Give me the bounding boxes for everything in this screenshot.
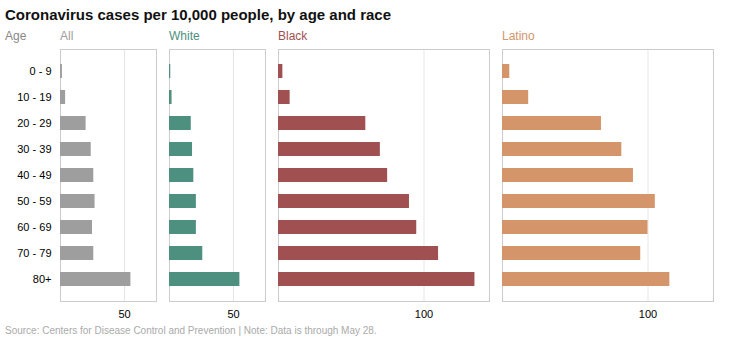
svg-text:60 - 69: 60 - 69: [17, 221, 51, 233]
html-text:White: White: [169, 29, 200, 43]
svg-text:100: 100: [639, 308, 657, 320]
html-text:Age: Age: [5, 29, 27, 43]
svg-text:50: 50: [227, 308, 239, 320]
html-text:Latino: Latino: [502, 29, 535, 43]
svg-text:0 - 9: 0 - 9: [29, 65, 51, 77]
html-text:All: All: [60, 29, 74, 43]
html-text:Coronavirus cases per 10,000 p: Coronavirus cases per 10,000 people, by …: [5, 6, 391, 23]
svg-text:70 - 79: 70 - 79: [17, 247, 51, 259]
html-text:Black: Black: [278, 29, 308, 43]
svg-text:80+: 80+: [33, 273, 52, 285]
svg-text:40 - 49: 40 - 49: [17, 169, 51, 181]
svg-text:50: 50: [118, 308, 130, 320]
svg-text:20 - 29: 20 - 29: [17, 117, 51, 129]
svg-text:100: 100: [415, 308, 433, 320]
html-text:Source: Centers for Disease Co: Source: Centers for Disease Control and …: [5, 325, 377, 336]
svg-text:50 - 59: 50 - 59: [17, 195, 51, 207]
svg-text:10 - 19: 10 - 19: [17, 91, 51, 103]
svg-text:30 - 39: 30 - 39: [17, 143, 51, 155]
